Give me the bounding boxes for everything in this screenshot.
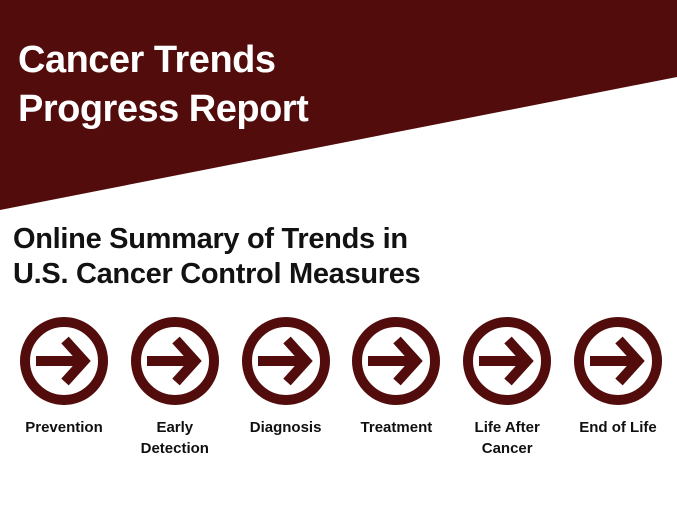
category-treatment[interactable]: Treatment [348,317,444,459]
arrow-right-circle-icon [20,317,108,405]
report-title-line1: Cancer Trends [18,39,276,81]
category-label: Early Detection [140,419,209,457]
category-label: Diagnosis [249,419,322,436]
report-title-line2: Progress Report [18,88,309,130]
category-label: End of Life [579,419,657,436]
report-title: Cancer Trends Progress Report [18,36,309,134]
category-label: Life After Cancer [474,419,540,457]
arrow-right-circle-icon [574,317,662,405]
page-heading-line1: Online Summary of Trends in [13,223,408,255]
category-label: Treatment [360,419,433,436]
category-label: Prevention [25,419,103,436]
arrow-right-circle-icon [463,317,551,405]
page-heading-line2: U.S. Cancer Control Measures [13,258,421,290]
category-end-of-life[interactable]: End of Life [570,317,666,459]
banner: Cancer Trends Progress Report [0,0,677,210]
arrow-right-circle-icon [131,317,219,405]
category-early-detection[interactable]: Early Detection [127,317,223,459]
category-nav: Prevention Early Detection Diagnosis Tre… [16,317,666,459]
arrow-right-circle-icon [352,317,440,405]
category-diagnosis[interactable]: Diagnosis [238,317,334,459]
category-prevention[interactable]: Prevention [16,317,112,459]
category-life-after-cancer[interactable]: Life After Cancer [459,317,555,459]
page-heading: Online Summary of Trends in U.S. Cancer … [13,222,421,292]
arrow-right-circle-icon [242,317,330,405]
